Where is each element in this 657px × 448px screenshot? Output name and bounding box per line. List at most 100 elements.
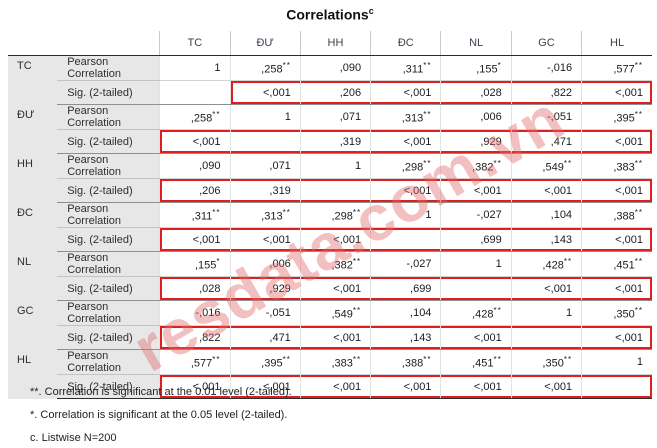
table-title: Correlationsc xyxy=(8,6,652,23)
sig-value-TC-TC xyxy=(159,80,230,105)
sig-value-ĐC-ĐƯ: <,001 xyxy=(229,227,301,252)
pearson-value-GC-NL: ,428** xyxy=(440,300,512,326)
sig-value-HH-GC: <,001 xyxy=(510,178,582,203)
sig-value-TC-ĐƯ: <,001 xyxy=(229,80,301,105)
sig-value-ĐƯ-ĐC: <,001 xyxy=(370,129,441,154)
significance-marker: ** xyxy=(423,109,432,119)
pearson-value-TC-NL: ,155* xyxy=(440,55,512,81)
sig-value-ĐC-ĐC xyxy=(370,227,441,252)
sig-label-GC: Sig. (2-tailed) xyxy=(57,325,160,350)
pearson-row-TC: TC Pearson Correlation 1,258** ,090,311** ,1… xyxy=(8,55,652,105)
sig-value-TC-ĐC: <,001 xyxy=(370,80,441,105)
sig-label-ĐƯ: Sig. (2-tailed) xyxy=(57,129,160,154)
sig-value-ĐC-TC: <,001 xyxy=(159,227,230,252)
sig-value-HL-NL: <,001 xyxy=(440,374,512,399)
table-title-footnote-marker: c xyxy=(368,6,374,16)
sig-value-NL-GC: <,001 xyxy=(510,276,582,301)
footnote-significance-05: *. Correlation is significant at the 0.0… xyxy=(30,409,288,421)
sig-value-ĐC-HL: <,001 xyxy=(581,227,652,252)
sig-value-ĐƯ-ĐƯ xyxy=(229,129,301,154)
sig-value-TC-HL: <,001 xyxy=(581,80,652,105)
significance-marker: ** xyxy=(352,256,362,266)
sig-value-HL-ĐƯ: <,001 xyxy=(229,374,301,399)
significance-marker: * xyxy=(497,60,502,70)
sig-value-HH-HH xyxy=(299,178,371,203)
pearson-value-ĐƯ-TC: ,258** xyxy=(159,104,230,130)
pearson-label-HH: Pearson Correlation xyxy=(57,153,160,179)
sig-value-HH-HL: <,001 xyxy=(581,178,652,203)
pearson-value-HL-NL: ,451** xyxy=(440,349,512,375)
significance-marker: ** xyxy=(352,354,362,364)
footnote-significance-01: **. Correlation is significant at the 0.… xyxy=(30,386,292,398)
sig-row-HL: Sig. (2-tailed) <,001 <,001 <,001 <,001 <,001… xyxy=(8,374,652,399)
footnote-listwise-n: c. Listwise N=200 xyxy=(30,432,117,444)
sig-value-ĐƯ-GC: ,471 xyxy=(510,129,582,154)
column-header-TC: TC xyxy=(159,31,230,56)
pearson-value-NL-GC: ,428** xyxy=(510,251,582,277)
significance-marker: ** xyxy=(352,207,362,217)
pearson-value-NL-NL: 1 xyxy=(440,251,512,277)
header-row: TC ĐƯ HH ĐC NL GC HL xyxy=(8,31,652,56)
significance-marker: ** xyxy=(212,207,221,217)
pearson-value-GC-HL: ,350** xyxy=(581,300,652,326)
pearson-label-NL: Pearson Correlation xyxy=(57,251,160,277)
pearson-value-ĐƯ-GC: -,051 xyxy=(510,104,582,130)
pearson-value-TC-HL: ,577** xyxy=(581,55,652,81)
pearson-label-ĐƯ: Pearson Correlation xyxy=(57,104,160,130)
column-header-GC: GC xyxy=(510,31,582,56)
sig-value-ĐƯ-HL: <,001 xyxy=(581,129,652,154)
significance-marker: ** xyxy=(563,256,573,266)
sig-value-HL-HL xyxy=(581,374,652,399)
sig-label-HH: Sig. (2-tailed) xyxy=(57,178,160,203)
pearson-value-GC-TC: -,016 xyxy=(159,300,230,326)
sig-value-GC-NL: <,001 xyxy=(440,325,512,350)
variable-label-ĐƯ: ĐƯ xyxy=(8,104,58,154)
pearson-value-ĐC-NL: -,027 xyxy=(440,202,512,228)
sig-label-HL: Sig. (2-tailed) xyxy=(57,374,160,399)
pearson-value-HH-GC: ,549** xyxy=(510,153,582,179)
significance-marker: * xyxy=(216,256,221,266)
sig-label-NL: Sig. (2-tailed) xyxy=(57,276,160,301)
footnotes: **. Correlation is significant at the 0.… xyxy=(30,382,292,448)
pearson-value-ĐC-TC: ,311** xyxy=(159,202,230,228)
significance-marker: ** xyxy=(352,305,362,315)
sig-value-HH-NL: <,001 xyxy=(440,178,512,203)
sig-value-HH-ĐƯ: ,319 xyxy=(229,178,301,203)
pearson-value-HL-GC: ,350** xyxy=(510,349,582,375)
pearson-row-HL: HL Pearson Correlation ,577** ,395** ,383**,… xyxy=(8,349,652,399)
pearson-value-NL-TC: ,155* xyxy=(159,251,230,277)
variable-label-TC: TC xyxy=(8,55,58,105)
pearson-value-GC-GC: 1 xyxy=(510,300,582,326)
pearson-value-ĐC-HH: ,298** xyxy=(299,202,371,228)
correlations-table: TC ĐƯ HH ĐC NL GC HL TC Pearson Correlation 1,25… xyxy=(8,31,652,399)
sig-value-GC-HL: <,001 xyxy=(581,325,652,350)
pearson-value-ĐC-ĐƯ: ,313** xyxy=(229,202,301,228)
significance-marker: ** xyxy=(423,354,432,364)
pearson-row-HH: HH Pearson Correlation ,090,071 1,298** ,382… xyxy=(8,153,652,203)
sig-value-ĐƯ-TC: <,001 xyxy=(159,129,230,154)
sig-value-HL-HH: <,001 xyxy=(299,374,371,399)
sig-value-GC-TC: ,822 xyxy=(159,325,230,350)
sig-value-GC-GC xyxy=(510,325,582,350)
pearson-row-ĐƯ: ĐƯ Pearson Correlation ,258** 1,071,313** ,0… xyxy=(8,104,652,154)
sig-row-ĐC: Sig. (2-tailed) <,001 <,001 <,001,699,143 <,… xyxy=(8,227,652,252)
pearson-value-HH-TC: ,090 xyxy=(159,153,230,179)
pearson-value-TC-TC: 1 xyxy=(159,55,230,81)
sig-value-HL-ĐC: <,001 xyxy=(370,374,441,399)
significance-marker: ** xyxy=(634,109,643,119)
sig-value-ĐC-NL: ,699 xyxy=(440,227,512,252)
sig-value-ĐƯ-NL: ,929 xyxy=(440,129,512,154)
pearson-value-ĐC-HL: ,388** xyxy=(581,202,652,228)
significance-marker: ** xyxy=(493,158,502,168)
sig-value-GC-ĐƯ: ,471 xyxy=(229,325,301,350)
significance-marker: ** xyxy=(634,256,643,266)
column-header-NL: NL xyxy=(440,31,512,56)
significance-marker: ** xyxy=(282,60,291,70)
pearson-row-NL: NL Pearson Correlation ,155* ,006,382** -,02… xyxy=(8,251,652,301)
pearson-value-HH-NL: ,382** xyxy=(440,153,512,179)
pearson-value-HL-ĐƯ: ,395** xyxy=(229,349,301,375)
pearson-value-GC-ĐC: ,104 xyxy=(370,300,441,326)
sig-value-TC-GC: ,822 xyxy=(510,80,582,105)
sig-value-NL-ĐƯ: ,929 xyxy=(229,276,301,301)
sig-value-TC-NL: ,028 xyxy=(440,80,512,105)
